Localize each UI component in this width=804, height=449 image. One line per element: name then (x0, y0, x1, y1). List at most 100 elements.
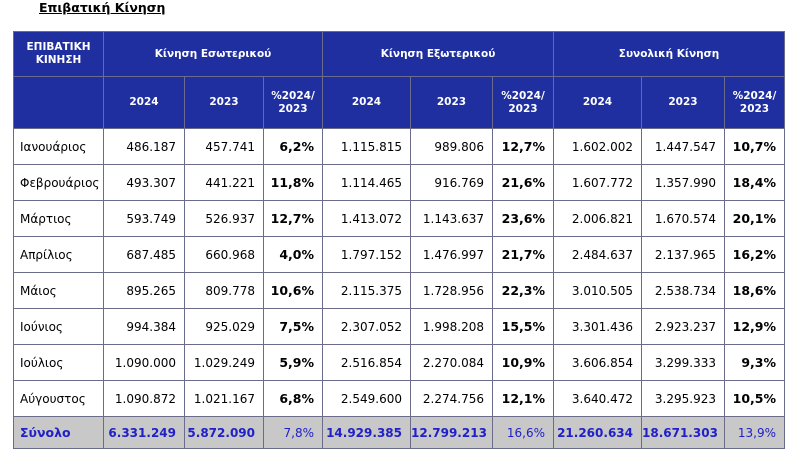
domestic-2024-cell: 1.090.872 (103, 380, 185, 417)
international-2024-cell: 1.114.465 (322, 164, 411, 201)
international-pct-cell: 22,3% (492, 272, 554, 309)
domestic-2023-cell: 925.029 (184, 308, 264, 345)
total-row: Σύνολο 6.331.249 5.872.090 7,8% 14.929.385 12… (13, 416, 786, 449)
passenger-traffic-table: ΕΠΙΒΑΤΙΚΗ ΚΙΝΗΣΗ Κίνηση Εσωτερικού Κίνησ… (13, 31, 786, 449)
domestic-2024-cell: 1.090.000 (103, 344, 185, 381)
total-2023-cell: 2.538.734 (641, 272, 725, 309)
domestic-2023-cell: 526.937 (184, 200, 264, 237)
international-2023-cell: 12.799.213 (410, 416, 493, 449)
col-header-pct: %2024/ 2023 (492, 76, 554, 129)
domestic-2024-cell: 493.307 (103, 164, 185, 201)
international-2023-cell: 2.270.084 (410, 344, 493, 381)
total-2023-cell: 1.670.574 (641, 200, 725, 237)
table-row: Ιανουάριος 486.187 457.741 6,2% 1.115.815 989… (13, 128, 786, 165)
international-2023-cell: 2.274.756 (410, 380, 493, 417)
table-row: Μάρτιος 593.749 526.937 12,7% 1.413.072 1.143… (13, 200, 786, 237)
total-pct-cell: 18,6% (723, 272, 786, 309)
total-2024-cell: 2.484.637 (553, 236, 642, 273)
col-header-pct: %2024/ 2023 (263, 76, 323, 129)
total-2023-cell: 1.357.990 (641, 164, 725, 201)
domestic-pct-cell: 4,0% (263, 236, 323, 273)
total-2023-cell: 2.137.965 (641, 236, 725, 273)
international-group-header: Κίνηση Εξωτερικού (322, 31, 554, 77)
total-pct-cell: 12,9% (723, 308, 786, 345)
international-2024-cell: 1.797.152 (322, 236, 411, 273)
total-group-header: Συνολική Κίνηση (552, 31, 786, 77)
domestic-2023-cell: 5.872.090 (184, 416, 264, 449)
total-pct-cell: 20,1% (723, 200, 786, 237)
domestic-2024-cell: 486.187 (103, 128, 185, 165)
col-header-pct: %2024/ 2023 (723, 76, 786, 129)
total-2024-cell: 3.301.436 (553, 308, 642, 345)
col-header-2023: 2023 (641, 76, 725, 129)
corner-header-empty (13, 76, 104, 129)
total-2024-cell: 3.606.854 (553, 344, 642, 381)
international-2024-cell: 1.413.072 (322, 200, 411, 237)
total-pct-cell: 10,7% (723, 128, 786, 165)
total-pct-cell: 13,9% (723, 416, 786, 449)
domestic-pct-cell: 5,9% (263, 344, 323, 381)
total-pct-cell: 16,2% (723, 236, 786, 273)
international-2023-cell: 1.143.637 (410, 200, 493, 237)
international-2023-cell: 989.806 (410, 128, 493, 165)
domestic-pct-cell: 7,5% (263, 308, 323, 345)
domestic-pct-cell: 11,8% (263, 164, 323, 201)
col-header-2024: 2024 (553, 76, 642, 129)
international-pct-cell: 15,5% (492, 308, 554, 345)
table-row: Ιούνιος 994.384 925.029 7,5% 2.307.052 1.998.… (13, 308, 786, 345)
domestic-2023-cell: 809.778 (184, 272, 264, 309)
international-2024-cell: 2.115.375 (322, 272, 411, 309)
table-row: Μάιος 895.265 809.778 10,6% 2.115.375 1.728.9… (13, 272, 786, 309)
domestic-pct-cell: 7,8% (263, 416, 323, 449)
month-cell: Ιανουάριος (13, 128, 104, 165)
domestic-2023-cell: 457.741 (184, 128, 264, 165)
total-pct-cell: 10,5% (723, 380, 786, 417)
international-pct-cell: 21,7% (492, 236, 554, 273)
total-2023-cell: 2.923.237 (641, 308, 725, 345)
total-2024-cell: 3.640.472 (553, 380, 642, 417)
domestic-pct-cell: 6,2% (263, 128, 323, 165)
header-row-groups: ΕΠΙΒΑΤΙΚΗ ΚΙΝΗΣΗ Κίνηση Εσωτερικού Κίνησ… (13, 31, 786, 77)
table-row: Αύγουστος 1.090.872 1.021.167 6,8% 2.549.600… (13, 380, 786, 417)
international-2023-cell: 1.476.997 (410, 236, 493, 273)
international-pct-cell: 23,6% (492, 200, 554, 237)
international-2024-cell: 1.115.815 (322, 128, 411, 165)
total-2024-cell: 2.006.821 (553, 200, 642, 237)
total-2024-cell: 21.260.634 (553, 416, 642, 449)
international-2023-cell: 1.998.208 (410, 308, 493, 345)
page-title: Επιβατική Κίνηση (39, 0, 166, 15)
domestic-pct-cell: 6,8% (263, 380, 323, 417)
total-2023-cell: 3.299.333 (641, 344, 725, 381)
month-cell: Μάρτιος (13, 200, 104, 237)
international-pct-cell: 21,6% (492, 164, 554, 201)
domestic-2024-cell: 593.749 (103, 200, 185, 237)
domestic-2023-cell: 441.221 (184, 164, 264, 201)
total-2023-cell: 1.447.547 (641, 128, 725, 165)
total-2024-cell: 1.602.002 (553, 128, 642, 165)
domestic-2023-cell: 660.968 (184, 236, 264, 273)
domestic-pct-cell: 10,6% (263, 272, 323, 309)
international-pct-cell: 12,1% (492, 380, 554, 417)
international-pct-cell: 12,7% (492, 128, 554, 165)
month-cell: Σύνολο (13, 416, 104, 449)
domestic-2023-cell: 1.029.249 (184, 344, 264, 381)
international-2024-cell: 2.516.854 (322, 344, 411, 381)
corner-header: ΕΠΙΒΑΤΙΚΗ ΚΙΝΗΣΗ (13, 31, 104, 77)
header-row-subcolumns: 2024 2023 %2024/ 2023 2024 2023 %2024/ 2… (13, 76, 786, 129)
month-cell: Απρίλιος (13, 236, 104, 273)
domestic-2024-cell: 994.384 (103, 308, 185, 345)
table-body: Ιανουάριος 486.187 457.741 6,2% 1.115.815 989… (13, 128, 786, 449)
domestic-group-header: Κίνηση Εσωτερικού (103, 31, 323, 77)
domestic-2024-cell: 895.265 (103, 272, 185, 309)
international-2024-cell: 2.307.052 (322, 308, 411, 345)
international-2024-cell: 2.549.600 (322, 380, 411, 417)
table-row: Ιούλιος 1.090.000 1.029.249 5,9% 2.516.854 2.… (13, 344, 786, 381)
month-cell: Ιούλιος (13, 344, 104, 381)
domestic-2024-cell: 687.485 (103, 236, 185, 273)
international-2024-cell: 14.929.385 (322, 416, 411, 449)
international-2023-cell: 1.728.956 (410, 272, 493, 309)
col-header-2023: 2023 (410, 76, 493, 129)
month-cell: Φεβρουάριος (13, 164, 104, 201)
table-row: Φεβρουάριος 493.307 441.221 11,8% 1.114.465 9… (13, 164, 786, 201)
international-pct-cell: 16,6% (492, 416, 554, 449)
